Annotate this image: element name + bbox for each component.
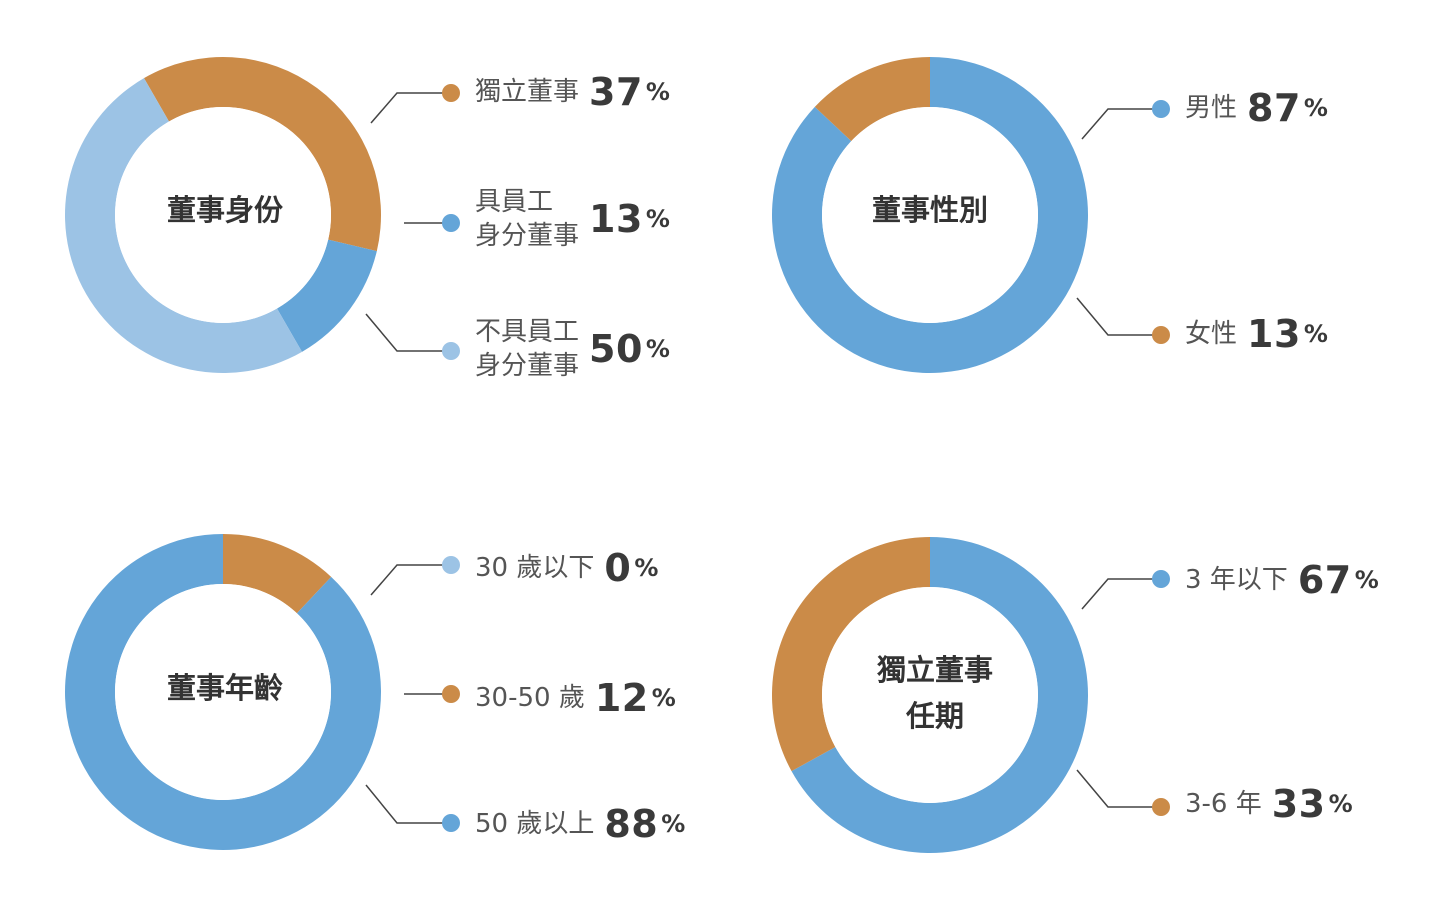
legend-label: 具員工 身分董事 [475, 187, 580, 251]
legend-label: 3 年以下 [1185, 565, 1288, 595]
legend-item: 不具員工 身分董事 50% [475, 315, 670, 383]
leader-line [1076, 297, 1161, 336]
chart-title-line: 董事性別 [871, 193, 988, 227]
percent-sign: % [645, 205, 670, 233]
percent-sign: % [1303, 320, 1328, 348]
donut-chart-independent-director-tenure: 獨立董事 任期 3 年以下 67% 3-6 年 33% [715, 450, 1430, 897]
donut-slice [144, 56, 382, 252]
percent-sign: % [645, 335, 670, 363]
legend-item: 具員工 身分董事 13% [475, 185, 670, 253]
legend-label: 獨立董事 [475, 77, 580, 107]
legend-item: 3-6 年 33% [1185, 782, 1353, 826]
donut-hole [115, 107, 331, 323]
leader-line [365, 313, 451, 352]
donut-slice [814, 57, 930, 142]
chart-title: 董事身份 [135, 130, 315, 290]
legend-value: 12 [594, 676, 649, 720]
legend-dot [1152, 798, 1170, 816]
chart-title-line: 董事年齡 [166, 671, 283, 705]
chart-title: 董事年齡 [135, 608, 315, 768]
legend-dot [1152, 570, 1170, 588]
legend-label: 30-50 歲 [475, 683, 585, 713]
percent-sign: % [661, 810, 686, 838]
donut-svg [65, 56, 460, 374]
legend-value: 13 [589, 197, 643, 241]
leader-line [365, 784, 451, 824]
leader-line [1076, 769, 1161, 808]
legend-label: 3-6 年 [1185, 789, 1262, 819]
donut-slice [65, 534, 382, 850]
legend-item: 50 歲以上 88% [475, 802, 685, 846]
leader-line [1081, 108, 1161, 140]
donut-svg [772, 57, 1170, 373]
percent-sign: % [1303, 94, 1328, 122]
chart-title: 獨立董事 任期 [845, 613, 1025, 773]
legend-value: 37 [589, 70, 643, 114]
donut-slice [65, 78, 303, 374]
legend-dot [1152, 326, 1170, 344]
leader-line [370, 564, 451, 596]
legend-value: 50 [589, 327, 643, 371]
chart-title-line: 獨立董事 [876, 653, 993, 687]
legend-label: 30 歲以下 [475, 553, 595, 583]
legend-value: 88 [604, 802, 659, 846]
legend-item: 3 年以下 67% [1185, 558, 1379, 602]
legend-value: 33 [1271, 782, 1326, 826]
chart-title: 董事性別 [840, 130, 1020, 290]
legend-dot [442, 814, 460, 832]
percent-sign: % [651, 684, 676, 712]
legend-dot [442, 342, 460, 360]
leader-line [370, 92, 451, 124]
leader-line [1081, 578, 1161, 610]
donut-hole [115, 584, 331, 800]
legend-label: 不具員工 身分董事 [475, 317, 580, 381]
percent-sign: % [634, 554, 659, 582]
legend-item: 女性 13% [1185, 312, 1328, 356]
legend-dot [442, 214, 460, 232]
donut-hole [822, 587, 1038, 803]
legend-value: 67 [1297, 558, 1352, 602]
donut-svg [772, 537, 1170, 853]
legend-item: 30-50 歲 12% [475, 676, 676, 720]
percent-sign: % [645, 78, 670, 106]
donut-chart-director-identity: 董事身份 獨立董事 37% 具員工 身分董事 13% 不具員工 身分董事 50% [0, 0, 715, 440]
legend-item: 獨立董事 37% [475, 70, 670, 114]
donut-slice [223, 534, 332, 614]
percent-sign: % [1354, 566, 1379, 594]
donut-slice [772, 537, 930, 772]
legend-value: 87 [1247, 86, 1301, 130]
donut-slice [277, 239, 377, 352]
legend-dot [442, 556, 460, 574]
legend-item: 30 歲以下 0% [475, 546, 658, 590]
donut-hole [822, 107, 1038, 323]
donut-svg [65, 534, 460, 850]
legend-dot [1152, 100, 1170, 118]
donut-slice [791, 537, 1088, 853]
percent-sign: % [1328, 790, 1353, 818]
legend-value: 0 [604, 546, 632, 590]
donut-chart-director-age: 董事年齡 30 歲以下 0% 30-50 歲 12% 50 歲以上 88% [0, 450, 715, 897]
legend-item: 男性 87% [1185, 86, 1328, 130]
legend-label: 女性 [1185, 319, 1238, 349]
donut-chart-director-gender: 董事性別 男性 87% 女性 13% [715, 0, 1430, 440]
chart-title-line: 任期 [905, 699, 964, 733]
chart-title-line: 董事身份 [166, 193, 283, 227]
legend-label: 50 歲以上 [475, 809, 595, 839]
legend-dot [442, 685, 460, 703]
donut-slice [772, 57, 1088, 373]
legend-dot [442, 84, 460, 102]
legend-value: 13 [1247, 312, 1301, 356]
legend-label: 男性 [1185, 93, 1238, 123]
